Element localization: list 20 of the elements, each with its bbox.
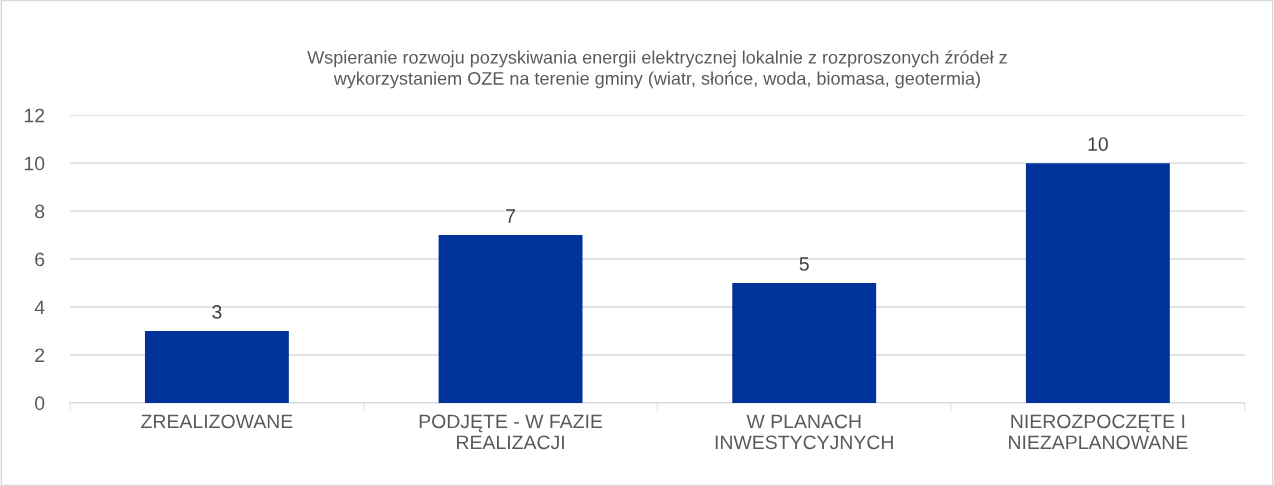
y-tick-label: 4: [34, 300, 45, 315]
x-tick-label: PODJĘTE - W FAZIE REALIZACJI: [419, 414, 603, 450]
y-tick-label: 10: [24, 156, 45, 171]
data-label: 10: [1088, 137, 1108, 151]
data-label: 3: [212, 305, 222, 319]
y-tick-label: 8: [35, 204, 45, 219]
bar: [1025, 163, 1170, 403]
bar: [438, 235, 583, 403]
y-tick-label: 0: [35, 396, 45, 411]
data-label: 7: [506, 209, 515, 223]
bar: [732, 283, 877, 403]
y-tick-label: 12: [24, 108, 45, 123]
x-tick-label: NIEROZPOCZĘTE I NIEZAPLANOWANE: [1009, 414, 1188, 450]
bar: [144, 330, 289, 403]
y-tick-label: 2: [35, 348, 45, 362]
x-tick-label: ZREALIZOWANE: [141, 414, 293, 429]
y-tick-label: 6: [35, 252, 45, 267]
chart-title: Wspieranie rozwoju pozyskiwania energii elektrycznej lokalnie z rozproszonych źródeł z wykorzystaniem OZE na terenie gminy (wiatr, słońce, woda, biomasa, geotermia): [307, 50, 1007, 89]
data-label: 5: [799, 257, 809, 271]
x-tick-label: W PLANACH INWESTYCYJNYCH: [715, 414, 893, 450]
